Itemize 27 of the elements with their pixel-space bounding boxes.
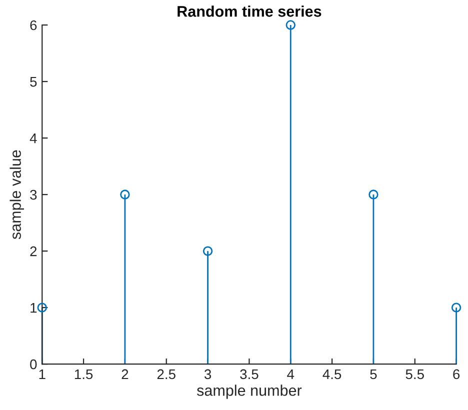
- y-tick-label: 2: [30, 246, 37, 256]
- x-tick-label: 2.5: [157, 369, 176, 380]
- y-tick-label: 3: [30, 190, 37, 200]
- point: [120, 190, 130, 200]
- y-tick-label: 6: [30, 20, 37, 30]
- x-tick-label: 3.5: [240, 369, 258, 380]
- chart-title: Random time series: [178, 6, 322, 17]
- y-tick-label: 1: [30, 303, 37, 313]
- x-tick-label: 1: [39, 369, 46, 380]
- x-tick-label: 4: [287, 369, 294, 380]
- point: [286, 20, 296, 30]
- y-tick-label: 4: [30, 134, 37, 144]
- point: [37, 302, 47, 312]
- x-tick-label: 4.5: [322, 369, 342, 380]
- x-tick-label: 6: [453, 369, 460, 380]
- x-tick-label: 5.5: [406, 369, 424, 380]
- x-tick-label: 2: [122, 369, 128, 380]
- point: [368, 190, 378, 200]
- y-axis-title: sample value: [10, 150, 24, 240]
- point: [451, 302, 462, 312]
- x-tick-label: 3: [204, 369, 212, 380]
- x-tick-label: 5: [370, 369, 377, 380]
- x-tick-label: 1.5: [74, 369, 93, 380]
- point: [202, 246, 213, 256]
- y-tick-label: 5: [30, 77, 37, 87]
- x-axis-title: sample number: [196, 384, 302, 399]
- y-tick-label: 0: [30, 359, 37, 370]
